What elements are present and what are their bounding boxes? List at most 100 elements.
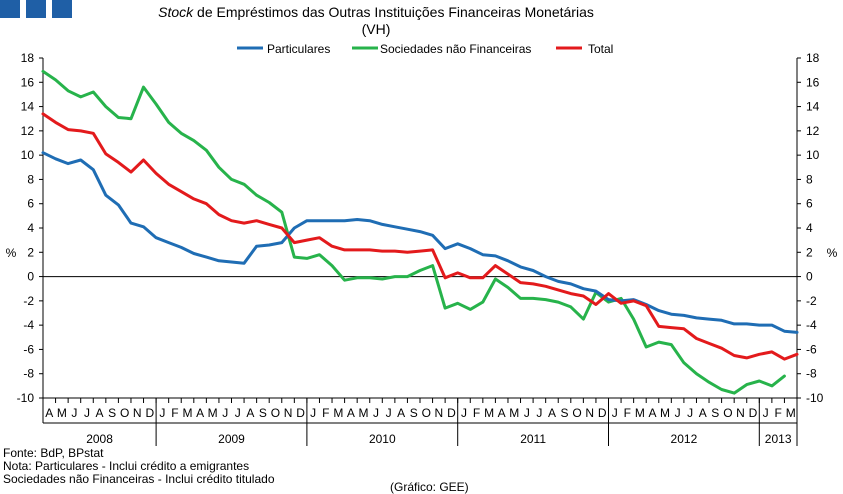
- month-label: S: [410, 406, 418, 420]
- month-label: M: [484, 406, 494, 420]
- y-tick-label-left: -10: [17, 391, 35, 405]
- month-label: O: [572, 406, 581, 420]
- month-label: M: [660, 406, 670, 420]
- month-label: D: [296, 406, 305, 420]
- y-axis-label-left: %: [6, 246, 17, 260]
- month-label: A: [548, 406, 556, 420]
- year-label: 2010: [369, 432, 396, 446]
- y-tick-label-right: -6: [806, 342, 817, 356]
- month-label: A: [347, 406, 355, 420]
- plot-area: -10 -10 -8 -8 -6 -6 -4 -4 -2 -2 0 0 2 2 4 4 6 6 8 8 10 10 12 12…: [17, 51, 824, 446]
- y-tick-label-right: 18: [806, 51, 820, 65]
- month-label: J: [235, 406, 241, 420]
- month-label: A: [246, 406, 254, 420]
- month-label: O: [723, 406, 732, 420]
- legend: Particulares Sociedades não Financeiras To…: [237, 42, 613, 56]
- y-tick-label-left: -6: [23, 342, 34, 356]
- month-label: J: [536, 406, 542, 420]
- month-label: O: [271, 406, 280, 420]
- month-label: M: [333, 406, 343, 420]
- y-tick-label-right: 0: [806, 270, 813, 284]
- note-sociedades: Sociedades não Financeiras - Inclui créd…: [3, 472, 275, 486]
- month-label: S: [259, 406, 267, 420]
- month-label: J: [71, 406, 77, 420]
- month-label: F: [774, 406, 781, 420]
- month-label: A: [196, 406, 204, 420]
- month-label: J: [373, 406, 379, 420]
- logo-square-1: [0, 0, 20, 18]
- month-label: A: [96, 406, 104, 420]
- y-tick-label-right: -4: [806, 318, 817, 332]
- y-tick-label-right: -10: [806, 391, 824, 405]
- chart-title-italic: Stock: [158, 4, 194, 20]
- chart-title-rest: de Empréstimos das Outras Instituições F…: [193, 4, 594, 20]
- month-label: D: [447, 406, 456, 420]
- y-tick-label-right: -8: [806, 367, 817, 381]
- month-label: N: [585, 406, 594, 420]
- month-label: A: [648, 406, 656, 420]
- month-label: M: [208, 406, 218, 420]
- month-label: O: [120, 406, 129, 420]
- year-label: 2008: [86, 432, 113, 446]
- logo-square-3: [52, 0, 72, 18]
- month-label: A: [45, 406, 53, 420]
- y-tick-label-left: 2: [27, 245, 34, 259]
- month-label: M: [635, 406, 645, 420]
- y-tick-label-left: 18: [21, 51, 35, 65]
- month-label: M: [786, 406, 796, 420]
- y-tick-label-right: 10: [806, 148, 820, 162]
- chart-credit: (Gráfico: GEE): [390, 480, 469, 494]
- month-label: A: [699, 406, 707, 420]
- month-label: J: [159, 406, 165, 420]
- month-label: S: [711, 406, 719, 420]
- year-label: 2011: [520, 432, 546, 446]
- y-tick-label-left: 8: [27, 172, 34, 186]
- month-label: A: [498, 406, 506, 420]
- month-label: O: [422, 406, 431, 420]
- y-tick-label-right: -2: [806, 294, 817, 308]
- source-note: Fonte: BdP, BPstat: [3, 446, 104, 460]
- series-line-sociedades-n-o-financeiras: [41, 69, 786, 395]
- month-label: M: [57, 406, 67, 420]
- month-label: F: [171, 406, 178, 420]
- month-label: D: [749, 406, 758, 420]
- legend-label-1: Sociedades não Financeiras: [380, 42, 531, 56]
- y-tick-label-left: 0: [27, 270, 34, 284]
- month-label: M: [358, 406, 368, 420]
- y-tick-label-right: 4: [806, 221, 813, 235]
- y-tick-label-left: -4: [23, 318, 34, 332]
- month-label: J: [310, 406, 316, 420]
- month-label: S: [561, 406, 569, 420]
- month-label: J: [84, 406, 90, 420]
- y-tick-label-left: -8: [23, 367, 34, 381]
- month-label: J: [675, 406, 681, 420]
- chart-title: Stock de Empréstimos das Outras Institui…: [158, 4, 594, 20]
- legend-label-2: Total: [588, 42, 613, 56]
- y-tick-label-left: 12: [21, 124, 35, 138]
- month-label: J: [763, 406, 769, 420]
- month-label: J: [222, 406, 228, 420]
- month-label: J: [524, 406, 530, 420]
- y-axis-label-right: %: [827, 246, 838, 260]
- series-line-total: [41, 112, 799, 361]
- series-line-particulares: [41, 151, 799, 334]
- month-label: J: [461, 406, 467, 420]
- month-label: J: [612, 406, 618, 420]
- month-label: N: [133, 406, 142, 420]
- y-tick-label-left: 10: [21, 148, 35, 162]
- month-label: N: [435, 406, 444, 420]
- month-label: M: [509, 406, 519, 420]
- y-tick-label-left: -2: [23, 294, 34, 308]
- y-tick-label-right: 12: [806, 124, 820, 138]
- month-label: M: [183, 406, 193, 420]
- month-label: F: [322, 406, 329, 420]
- month-label: S: [108, 406, 116, 420]
- month-label: D: [145, 406, 154, 420]
- year-label: 2009: [218, 432, 245, 446]
- month-label: N: [736, 406, 745, 420]
- y-tick-label-right: 6: [806, 197, 813, 211]
- legend-label-0: Particulares: [267, 42, 330, 56]
- y-tick-label-right: 14: [806, 100, 820, 114]
- month-label: A: [397, 406, 405, 420]
